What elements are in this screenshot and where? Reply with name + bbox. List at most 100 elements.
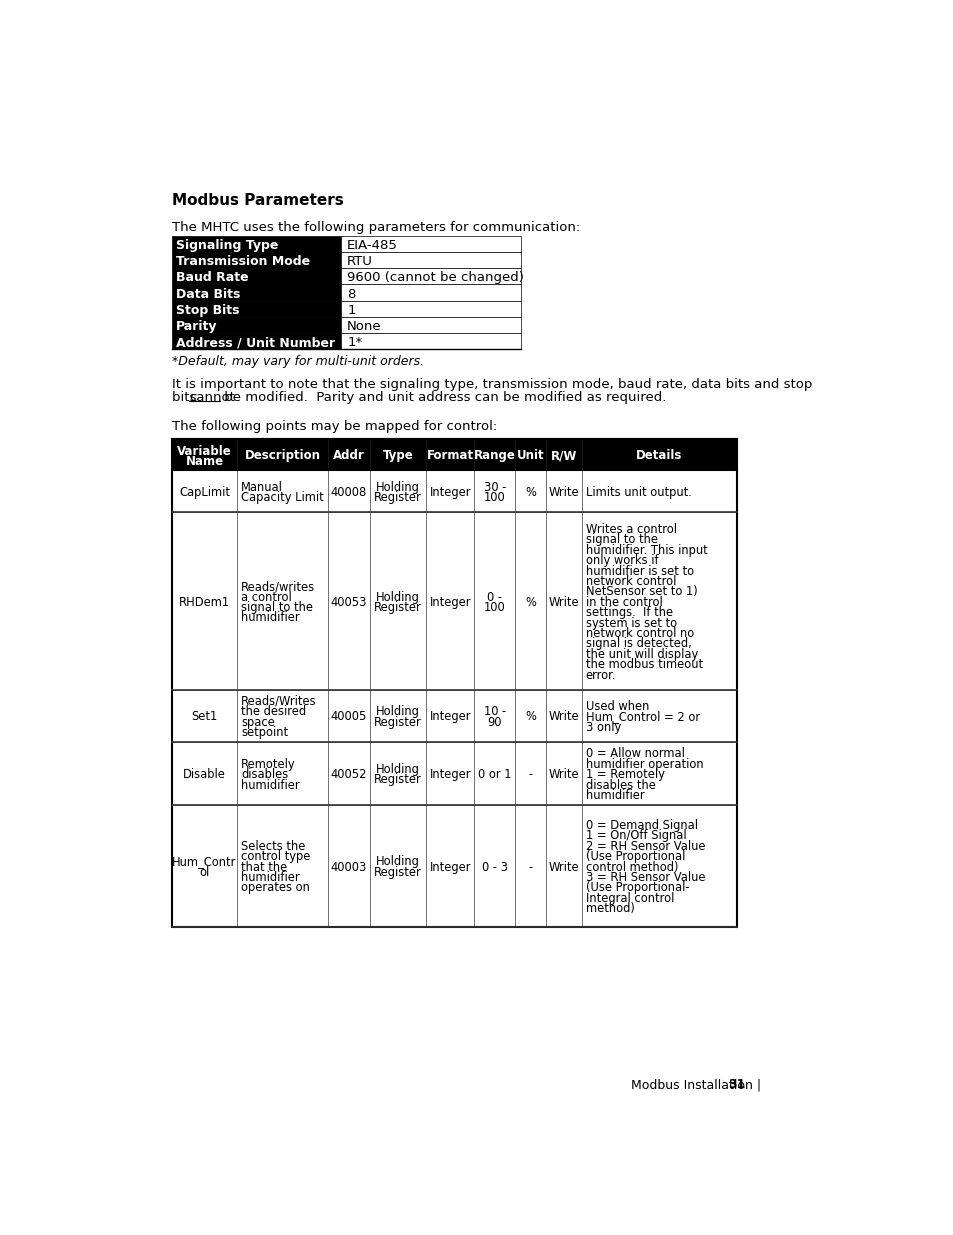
Bar	[515, 513, 546, 689]
Bar	[236, 689, 328, 742]
Bar	[172, 236, 340, 252]
Bar	[515, 471, 546, 513]
Text: Disable: Disable	[183, 768, 226, 782]
Text: Write: Write	[548, 768, 578, 782]
Bar	[172, 268, 340, 284]
Text: humidifier operation: humidifier operation	[585, 758, 702, 771]
Text: 1 = Remotely: 1 = Remotely	[585, 768, 664, 782]
Bar	[328, 742, 370, 805]
Text: 100: 100	[483, 601, 505, 614]
Text: humidifier is set to: humidifier is set to	[585, 564, 693, 578]
Text: 30 -: 30 -	[483, 480, 505, 494]
Text: 0 - 3: 0 - 3	[481, 861, 507, 873]
Bar	[172, 742, 236, 805]
Bar	[340, 300, 520, 317]
Bar	[172, 513, 236, 689]
Text: Name: Name	[185, 454, 223, 468]
Text: 3 = RH Sensor Value: 3 = RH Sensor Value	[585, 871, 704, 884]
Text: 40003: 40003	[331, 861, 367, 873]
Bar	[581, 805, 736, 926]
Bar	[546, 805, 581, 926]
Text: 40008: 40008	[331, 487, 367, 499]
Bar	[546, 742, 581, 805]
Text: in the control: in the control	[585, 595, 661, 609]
Text: Hum_Control = 2 or: Hum_Control = 2 or	[585, 710, 700, 724]
Text: Register: Register	[374, 492, 421, 504]
Text: CapLimit: CapLimit	[179, 487, 230, 499]
Text: the modbus timeout: the modbus timeout	[585, 658, 702, 671]
Text: Type: Type	[382, 450, 414, 462]
Text: EIA-485: EIA-485	[347, 240, 397, 252]
Text: 1: 1	[347, 304, 355, 316]
Bar	[328, 440, 370, 471]
Text: Variable: Variable	[177, 445, 232, 458]
Bar	[172, 805, 236, 926]
Text: 1*: 1*	[347, 336, 362, 350]
Bar	[581, 513, 736, 689]
Bar	[546, 513, 581, 689]
Text: a control: a control	[241, 590, 292, 604]
Text: %: %	[525, 710, 536, 724]
Bar	[581, 471, 736, 513]
Text: Holding: Holding	[375, 856, 419, 868]
Text: the unit will display: the unit will display	[585, 647, 698, 661]
Text: Stop Bits: Stop Bits	[175, 304, 239, 316]
Text: Parity: Parity	[175, 320, 217, 333]
Text: -: -	[528, 768, 533, 782]
Bar	[172, 471, 236, 513]
Bar	[474, 471, 515, 513]
Text: None: None	[347, 320, 381, 333]
Text: 40052: 40052	[331, 768, 367, 782]
Text: Holding: Holding	[375, 705, 419, 719]
Bar	[370, 440, 426, 471]
Text: Baud Rate: Baud Rate	[175, 272, 248, 284]
Text: bits: bits	[172, 390, 200, 404]
Text: Modbus Installation |: Modbus Installation |	[630, 1078, 764, 1092]
Text: Register: Register	[374, 601, 421, 614]
Text: Details: Details	[636, 450, 682, 462]
Text: Set1: Set1	[192, 710, 217, 724]
Bar	[546, 440, 581, 471]
Text: 8: 8	[347, 288, 355, 300]
Text: Signaling Type: Signaling Type	[175, 240, 278, 252]
Text: Unit: Unit	[517, 450, 544, 462]
Text: RHDem1: RHDem1	[179, 595, 230, 609]
Text: Selects the: Selects the	[241, 840, 305, 853]
Text: Modbus Parameters: Modbus Parameters	[172, 193, 343, 207]
Text: 10 -: 10 -	[483, 705, 505, 719]
Text: humidifier: humidifier	[585, 789, 643, 802]
Bar	[474, 742, 515, 805]
Bar	[474, 689, 515, 742]
Bar	[328, 471, 370, 513]
Text: signal is detected,: signal is detected,	[585, 637, 691, 651]
Text: Address / Unit Number: Address / Unit Number	[175, 336, 335, 350]
Text: Write: Write	[548, 710, 578, 724]
Text: Holding: Holding	[375, 480, 419, 494]
Text: Holding: Holding	[375, 590, 419, 604]
Bar	[426, 513, 474, 689]
Bar	[370, 513, 426, 689]
Text: disables: disables	[241, 768, 288, 782]
Text: 2 = RH Sensor Value: 2 = RH Sensor Value	[585, 840, 704, 853]
Text: Manual: Manual	[241, 480, 282, 494]
Bar	[370, 742, 426, 805]
Text: Format: Format	[426, 450, 474, 462]
Bar	[370, 689, 426, 742]
Text: disables the: disables the	[585, 778, 655, 792]
Bar	[236, 513, 328, 689]
Text: 31: 31	[728, 1078, 745, 1092]
Text: network control no: network control no	[585, 627, 694, 640]
Text: *Default, may vary for multi-unit orders.: *Default, may vary for multi-unit orders…	[172, 354, 424, 368]
Bar	[328, 513, 370, 689]
Text: the desired: the desired	[241, 705, 306, 719]
Text: 3 only: 3 only	[585, 721, 620, 734]
Text: 40005: 40005	[331, 710, 367, 724]
Text: Integer: Integer	[429, 768, 471, 782]
Text: Addr: Addr	[333, 450, 365, 462]
Text: 9600 (cannot be changed): 9600 (cannot be changed)	[347, 272, 523, 284]
Text: 0 = Allow normal: 0 = Allow normal	[585, 747, 684, 761]
Text: Register: Register	[374, 866, 421, 879]
Text: cannot: cannot	[189, 390, 234, 404]
Text: Reads/Writes: Reads/Writes	[241, 695, 316, 708]
Text: control type: control type	[241, 850, 310, 863]
